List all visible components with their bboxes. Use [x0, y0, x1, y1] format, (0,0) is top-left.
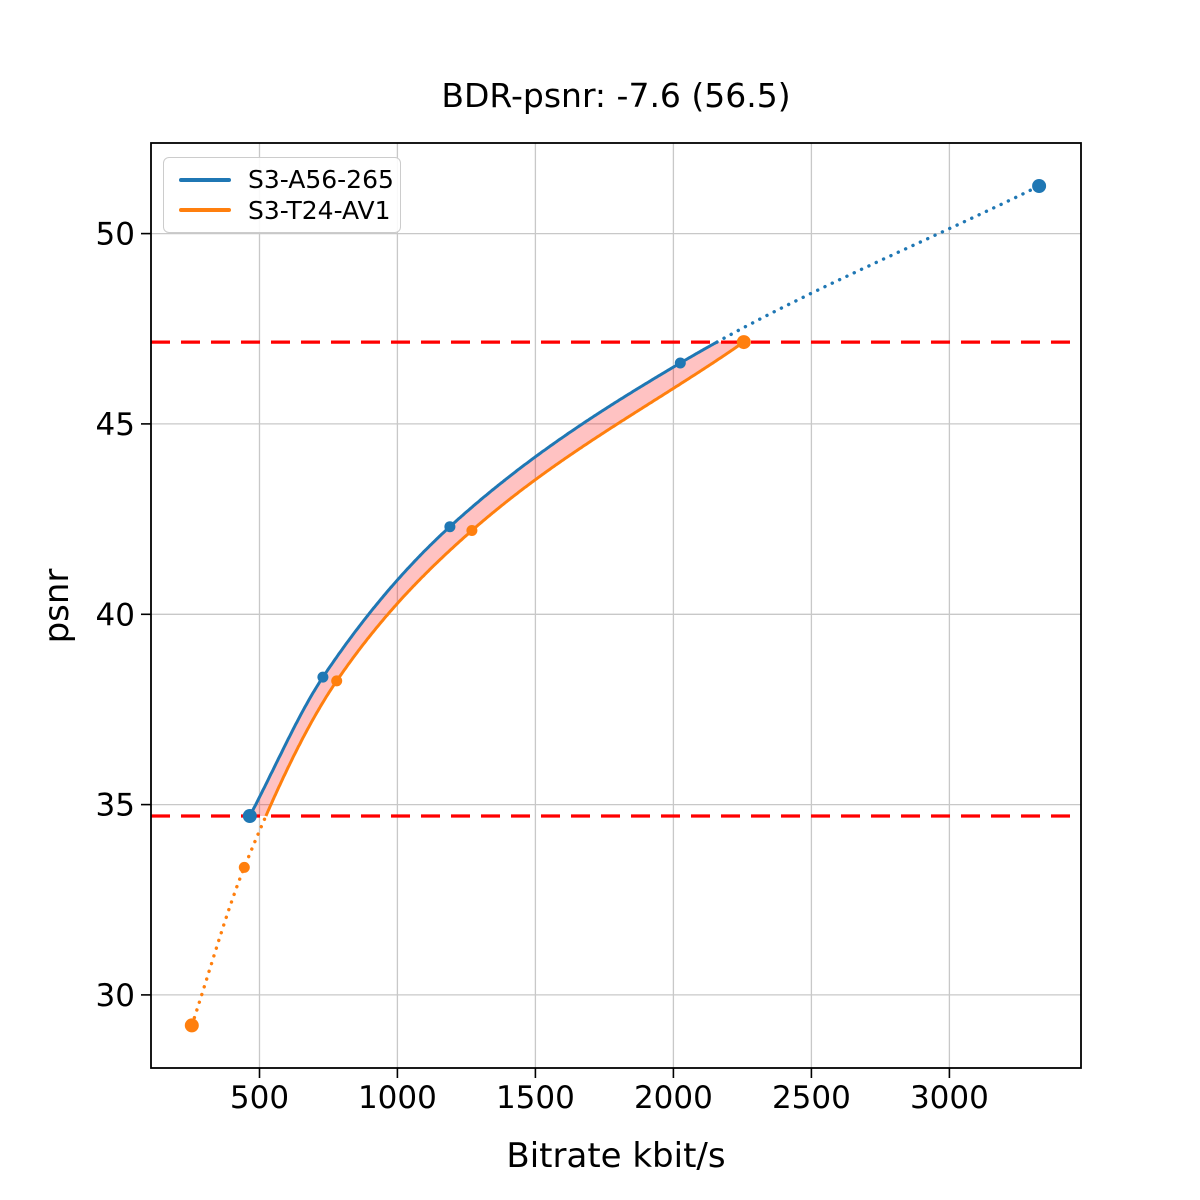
data-point-marker	[238, 861, 250, 873]
data-point-marker	[317, 671, 329, 683]
data-point-marker	[331, 675, 343, 687]
data-point-marker	[1032, 179, 1047, 193]
plot-border	[150, 142, 1082, 1069]
x-tick-label: 1000	[358, 1080, 437, 1116]
x-tick-label: 2500	[772, 1080, 851, 1116]
legend-label: S3-T24-AV1	[248, 195, 391, 225]
series-orange-dotted-curve	[190, 814, 268, 1028]
chart-title: BDR-psnr: -7.6 (56.5)	[441, 76, 791, 115]
x-axis-label: Bitrate kbit/s	[506, 1136, 726, 1176]
legend-line-sample-blue	[179, 178, 231, 182]
legend-label: S3-A56-265	[248, 165, 394, 195]
data-point-marker	[242, 809, 257, 823]
legend: S3-A56-265 S3-T24-AV1	[163, 157, 401, 233]
x-tick-label: 2000	[634, 1080, 713, 1116]
x-tick-label: 1500	[496, 1080, 575, 1116]
y-tick-label: 30	[96, 978, 135, 1014]
y-tick-label: 35	[96, 788, 135, 824]
series-orange-solid-curve	[264, 340, 745, 817]
legend-line-sample-orange	[179, 208, 231, 212]
y-tick-label: 40	[96, 597, 135, 633]
legend-item: S3-T24-AV1	[179, 198, 396, 223]
bd-shaded-region	[249, 342, 744, 816]
series-blue-solid-curve	[248, 340, 719, 817]
legend-item: S3-A56-265	[179, 167, 396, 192]
y-tick-label: 45	[96, 407, 135, 443]
y-tick-label: 50	[96, 217, 135, 253]
data-point-marker	[184, 1018, 199, 1033]
x-tick-label: 3000	[910, 1080, 989, 1116]
data-point-marker	[444, 521, 456, 533]
series-blue-dotted-curve	[715, 184, 1041, 344]
data-point-marker	[674, 357, 686, 369]
data-point-marker	[736, 335, 751, 350]
x-tick-label: 500	[230, 1080, 289, 1116]
data-point-marker	[466, 525, 478, 536]
